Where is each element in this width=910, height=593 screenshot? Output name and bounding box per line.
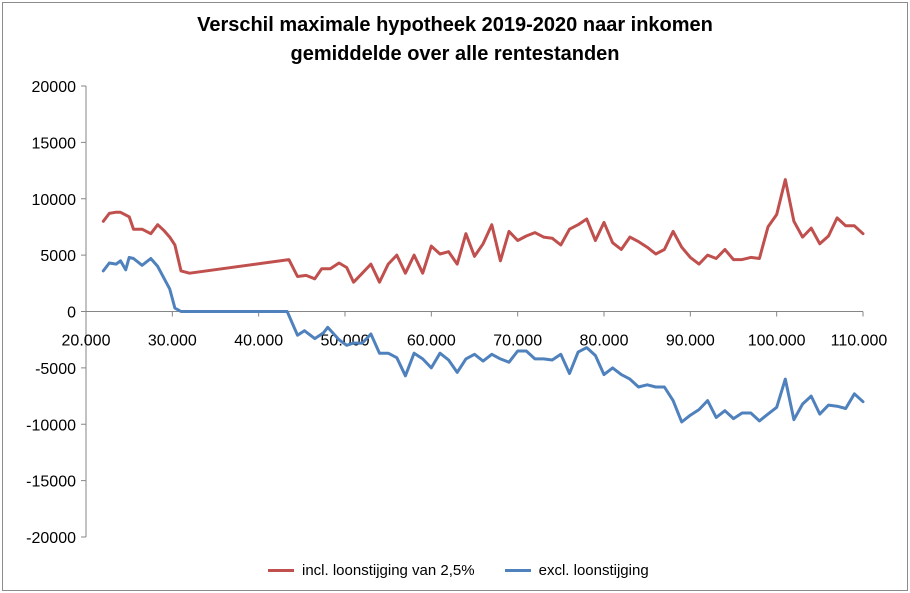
x-tick-label: 40.000	[234, 333, 283, 350]
x-tick-label: 80.000	[580, 333, 629, 350]
y-tick-label: -15000	[26, 474, 76, 491]
series-line-excl-loonstijging	[101, 255, 865, 424]
series-line-incl-loonstijging	[101, 178, 865, 284]
x-tick-label: 100.000	[748, 333, 806, 350]
chart-subtitle: gemiddelde over alle rentestanden	[290, 43, 620, 65]
y-tick-label: 0	[67, 305, 76, 322]
legend-item-excl: excl. loonstijging	[504, 562, 649, 579]
legend-item-incl: incl. loonstijging van 2,5%	[268, 562, 475, 579]
chart-title: Verschil maximale hypotheek 2019-2020 na…	[197, 14, 713, 36]
y-tick-label: -5000	[35, 361, 76, 378]
x-tick-label: 110.000	[831, 333, 888, 350]
y-tick-label: -10000	[26, 417, 76, 434]
x-tick-label: 60.000	[407, 333, 456, 350]
y-tick-label: 10000	[32, 192, 77, 209]
x-tick-label: 30.000	[148, 333, 197, 350]
y-tick-label: -20000	[26, 530, 76, 547]
legend-swatch-incl	[268, 569, 294, 572]
chart-legend: incl. loonstijging van 2,5% excl. loonst…	[268, 562, 649, 579]
y-tick-label: 5000	[40, 248, 76, 265]
y-tick-label: 15000	[32, 135, 77, 152]
x-tick-label: 50.000	[321, 333, 370, 350]
legend-swatch-excl	[504, 569, 531, 572]
x-tick-label: 20.000	[62, 333, 111, 350]
x-tick-label: 70.000	[493, 333, 542, 350]
x-tick-label: 90.000	[666, 333, 715, 350]
y-tick-label: 20000	[32, 79, 77, 96]
legend-label-excl: excl. loonstijging	[538, 562, 649, 579]
legend-label-incl: incl. loonstijging van 2,5%	[302, 562, 475, 579]
